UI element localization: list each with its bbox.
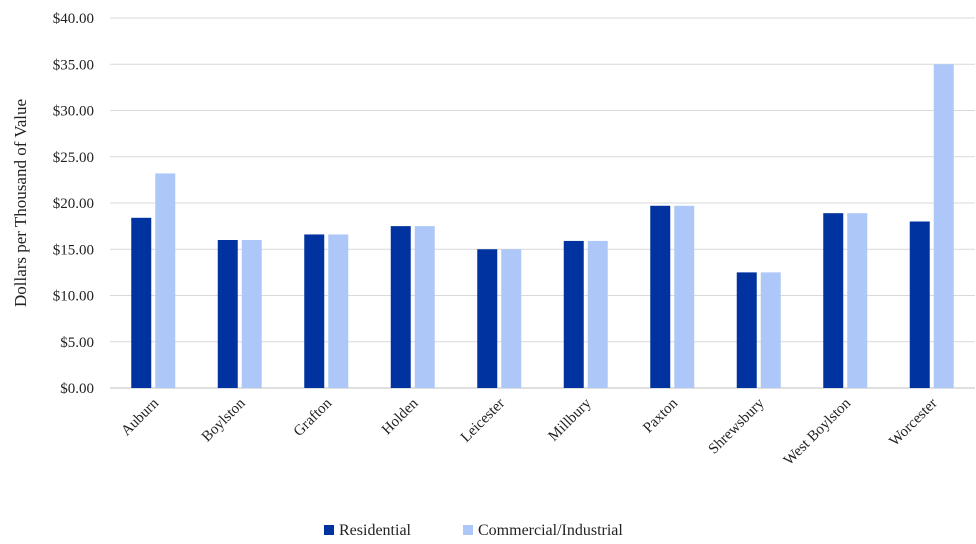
x-tick-label: Shrewsbury (706, 395, 768, 457)
legend-label-commercial-industrial: Commercial/Industrial (478, 522, 623, 539)
x-tick-label: Leicester (458, 396, 508, 446)
bar-residential-worcester (909, 221, 930, 388)
bar-commercial-industrial-millbury (587, 240, 608, 388)
x-tick-label: Boylston (199, 395, 249, 445)
bar-commercial-industrial-worcester (933, 64, 954, 388)
x-tick-label: West Boylston (781, 395, 855, 469)
bar-residential-holden (390, 226, 411, 388)
legend-label-residential: Residential (339, 522, 412, 539)
bar-residential-auburn (131, 217, 152, 388)
gridlines (110, 17, 975, 389)
bar-residential-paxton (650, 205, 671, 388)
bar-commercial-industrial-paxton (674, 205, 695, 388)
bar-commercial-industrial-boylston (241, 240, 262, 388)
x-axis-tick-labels: Auburn Boylston Grafton Holden Leicester Mill… (118, 395, 940, 469)
x-tick-label: Worcester (887, 396, 941, 450)
y-tick-label: $40.00 (53, 11, 94, 27)
legend-swatch-commercial-industrial (463, 525, 473, 535)
bar-residential-grafton (304, 234, 325, 388)
legend-swatch-residential (324, 525, 334, 535)
x-tick-label: Holden (379, 395, 422, 438)
bar-commercial-industrial-holden (414, 226, 435, 388)
bar-commercial-industrial-shrewsbury (760, 272, 781, 388)
bar-commercial-industrial-grafton (328, 234, 349, 388)
y-tick-label: $25.00 (53, 150, 94, 166)
y-tick-label: $30.00 (53, 104, 94, 120)
bar-commercial-industrial-west-boylston (847, 213, 868, 388)
y-tick-label: $10.00 (53, 289, 94, 305)
x-tick-label: Millbury (546, 395, 595, 444)
y-axis-title: Dollars per Thousand of Value (11, 99, 30, 307)
y-tick-label: $5.00 (60, 335, 94, 351)
bar-residential-millbury (563, 240, 584, 388)
x-tick-label: Paxton (640, 395, 681, 436)
bars (131, 64, 954, 388)
y-tick-label: $0.00 (60, 381, 94, 397)
y-axis-tick-labels: $0.00 $5.00 $10.00 $15.00 $20.00 $25.00 $30.00… (53, 11, 94, 397)
bar-residential-west-boylston (823, 213, 844, 388)
y-tick-label: $35.00 (53, 57, 94, 73)
bar-residential-leicester (477, 249, 498, 388)
x-tick-label: Auburn (118, 395, 162, 439)
bar-residential-boylston (217, 240, 238, 388)
x-tick-label: Grafton (291, 395, 336, 440)
y-tick-label: $15.00 (53, 242, 94, 258)
bar-residential-shrewsbury (736, 272, 757, 388)
legend: Residential Commercial/Industrial (324, 522, 623, 539)
bar-commercial-industrial-leicester (501, 249, 522, 388)
bar-commercial-industrial-auburn (155, 173, 176, 388)
y-tick-label: $20.00 (53, 196, 94, 212)
